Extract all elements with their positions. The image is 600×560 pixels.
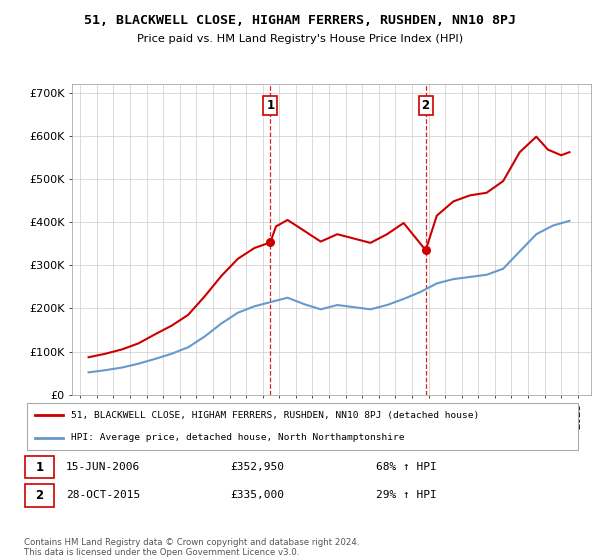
FancyBboxPatch shape — [25, 484, 54, 507]
Text: 29% ↑ HPI: 29% ↑ HPI — [376, 491, 436, 501]
Text: 68% ↑ HPI: 68% ↑ HPI — [376, 462, 436, 472]
FancyBboxPatch shape — [25, 456, 54, 478]
FancyBboxPatch shape — [27, 403, 578, 450]
Text: HPI: Average price, detached house, North Northamptonshire: HPI: Average price, detached house, Nort… — [71, 433, 405, 442]
Text: 2: 2 — [422, 99, 430, 112]
Text: Contains HM Land Registry data © Crown copyright and database right 2024.
This d: Contains HM Land Registry data © Crown c… — [24, 538, 359, 557]
Text: 51, BLACKWELL CLOSE, HIGHAM FERRERS, RUSHDEN, NN10 8PJ: 51, BLACKWELL CLOSE, HIGHAM FERRERS, RUS… — [84, 14, 516, 27]
Text: Price paid vs. HM Land Registry's House Price Index (HPI): Price paid vs. HM Land Registry's House … — [137, 34, 463, 44]
Text: 2: 2 — [35, 489, 44, 502]
Text: £352,950: £352,950 — [230, 462, 284, 472]
Text: 51, BLACKWELL CLOSE, HIGHAM FERRERS, RUSHDEN, NN10 8PJ (detached house): 51, BLACKWELL CLOSE, HIGHAM FERRERS, RUS… — [71, 411, 479, 420]
Text: 1: 1 — [35, 461, 44, 474]
Text: 15-JUN-2006: 15-JUN-2006 — [66, 462, 140, 472]
Text: 1: 1 — [266, 99, 274, 112]
Text: 28-OCT-2015: 28-OCT-2015 — [66, 491, 140, 501]
Text: £335,000: £335,000 — [230, 491, 284, 501]
